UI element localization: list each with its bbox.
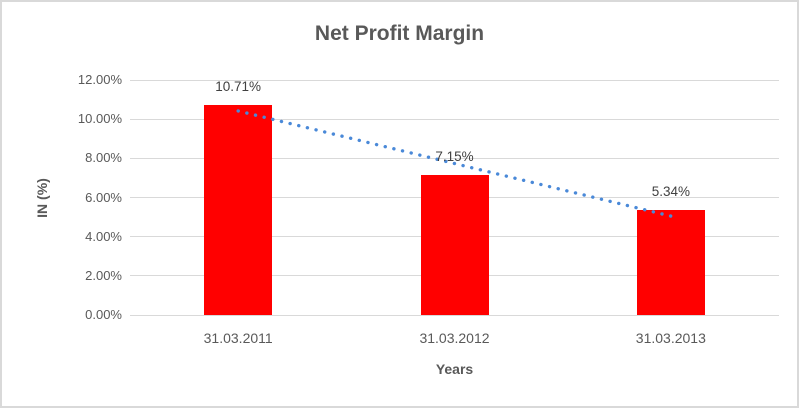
bar-value-label: 10.71%	[215, 79, 262, 95]
x-axis: 31.03.2011 31.03.2012 31.03.2013	[130, 330, 779, 350]
y-tick-label: 4.00%	[85, 228, 122, 244]
x-tick-label: 31.03.2012	[419, 330, 490, 346]
y-tick-label: 0.00%	[85, 307, 122, 322]
gridline	[130, 79, 779, 81]
y-tick-label: 8.00%	[85, 150, 122, 166]
y-tick-label: 2.00%	[85, 267, 122, 283]
gridline	[130, 157, 779, 159]
bar-value-label: 7.15%	[435, 148, 474, 164]
trendline	[236, 109, 673, 218]
bar	[204, 105, 273, 315]
x-axis-title: Years	[435, 361, 474, 377]
y-tick-label: 6.00%	[85, 189, 122, 205]
chart-title: Net Profit Margin	[314, 22, 485, 45]
y-tick-label: 10.00%	[77, 111, 122, 127]
bar	[636, 210, 705, 315]
y-axis: 0.00% 2.00% 4.00% 6.00% 8.00% 10.00% 12.00%	[2, 72, 122, 322]
y-tick-label: 12.00%	[77, 72, 122, 87]
x-tick-label: 31.03.2011	[203, 330, 273, 346]
gridline	[130, 314, 779, 316]
bar-value-label: 5.34%	[651, 184, 690, 200]
x-tick-label: 31.03.2013	[635, 330, 706, 346]
trendline-path	[236, 109, 673, 218]
gridline	[130, 118, 779, 120]
bar	[420, 174, 489, 315]
plot-area: 10.71% 7.15% 5.34%	[130, 79, 779, 316]
